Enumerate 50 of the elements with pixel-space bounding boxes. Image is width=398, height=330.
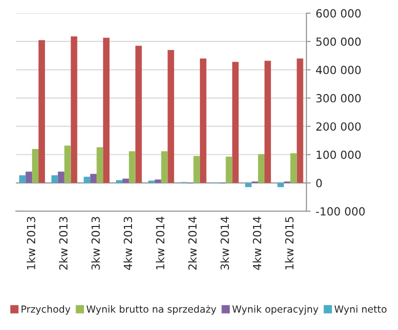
- x-tick-label: 2kw 2014: [188, 216, 197, 270]
- bar: [58, 172, 64, 183]
- bar: [64, 146, 71, 183]
- x-tick-label: 3kw 2013: [91, 216, 100, 270]
- legend-label: Wynik brutto na sprzedaży: [86, 305, 216, 315]
- x-tick-label: 1kw 2014: [156, 216, 164, 270]
- y-tick-label: 100 000: [316, 150, 361, 160]
- bar: [103, 38, 110, 183]
- y-tick-label: -100 000: [316, 207, 365, 216]
- y-tick-label: 300 000: [316, 94, 361, 102]
- bar: [84, 176, 90, 183]
- y-tick-label: 400 000: [316, 66, 361, 74]
- legend-label: Wyni netto: [334, 305, 386, 315]
- bar: [90, 174, 97, 183]
- legend-label: Przychody: [22, 305, 70, 315]
- bar: [168, 50, 174, 183]
- x-tick-label: 3kw 2014: [220, 216, 229, 270]
- bar: [264, 60, 271, 183]
- x-tick-label: 1kw 2015: [284, 217, 294, 270]
- bar: [258, 154, 264, 183]
- bar: [245, 182, 252, 188]
- bar: [32, 148, 39, 183]
- y-tick-label: 500 000: [316, 37, 361, 46]
- bar: [232, 62, 239, 183]
- bar: [38, 40, 45, 183]
- bar: [193, 156, 200, 183]
- y-tick-label: 600 000: [316, 9, 361, 18]
- bar: [290, 153, 297, 183]
- bar: [116, 180, 122, 183]
- bar: [19, 175, 26, 183]
- bar: [226, 156, 232, 183]
- bar: [161, 151, 168, 183]
- bar: [296, 58, 304, 183]
- x-tick-label: 4kw 2013: [124, 216, 132, 270]
- y-tick-label: 0: [316, 178, 322, 188]
- x-tick-label: 2kw 2013: [58, 216, 68, 270]
- bar: [154, 180, 162, 183]
- x-tick-label: 1kw 2013: [26, 216, 36, 270]
- legend-label: Wynik operacyjny: [232, 305, 318, 315]
- bar: [51, 175, 58, 183]
- bar: [96, 147, 104, 183]
- bar: [70, 36, 78, 183]
- bar: [128, 151, 136, 183]
- y-tick-label: 200 000: [316, 122, 361, 131]
- bar: [135, 46, 142, 183]
- bar: [26, 172, 32, 183]
- bar: [200, 58, 206, 183]
- bar: [277, 182, 284, 188]
- bar: [122, 178, 129, 183]
- x-tick-label: 4kw 2014: [252, 216, 262, 270]
